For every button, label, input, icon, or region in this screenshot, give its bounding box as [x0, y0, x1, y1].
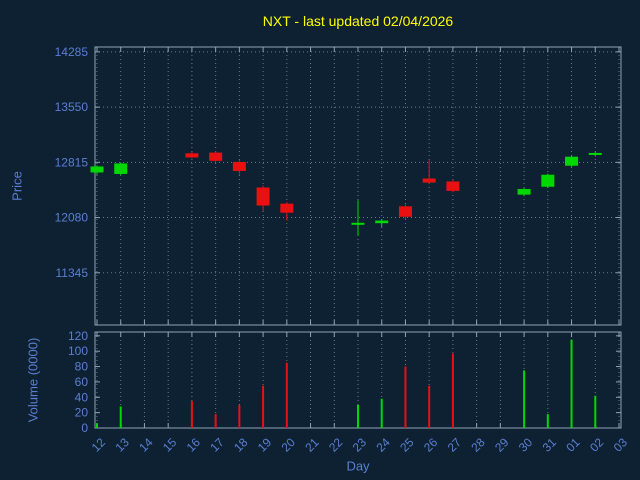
day-tick-label: 15: [160, 435, 180, 455]
day-tick-label: 01: [563, 435, 583, 455]
candle-body: [256, 187, 270, 206]
volume-tick-label: 100: [68, 344, 88, 358]
volume-tick-label: 0: [81, 421, 88, 435]
price-tick-label: 14285: [55, 45, 89, 59]
chart-title: NXT - last updated 02/04/2026: [262, 13, 454, 29]
day-tick-label: 02: [587, 435, 607, 455]
candle-body: [398, 206, 412, 217]
day-tick-label: 25: [397, 435, 417, 455]
day-axis-label: Day: [346, 458, 370, 474]
price-tick-label: 12080: [55, 211, 89, 225]
day-tick-label: 26: [421, 435, 441, 455]
candle-body: [209, 152, 223, 161]
day-tick-label: 28: [468, 435, 488, 455]
candle-body: [588, 152, 602, 155]
day-tick-label: 31: [540, 435, 560, 455]
candle-body: [446, 181, 460, 191]
price-tick-label: 11345: [56, 266, 89, 280]
candle-body: [232, 161, 246, 171]
candle-body: [375, 220, 389, 224]
day-tick-label: 19: [255, 435, 275, 455]
candle-body: [185, 153, 199, 158]
day-tick-label: 23: [350, 435, 370, 455]
day-tick-label: 22: [326, 435, 346, 455]
candle-body: [114, 163, 128, 174]
candle-body: [280, 203, 294, 213]
day-tick-label: 21: [302, 435, 322, 455]
day-tick-label: 14: [136, 435, 156, 455]
price-tick-label: 12815: [55, 155, 89, 169]
volume-tick-label: 20: [75, 406, 89, 420]
candle-body: [422, 178, 436, 183]
day-tick-label: 24: [374, 435, 394, 455]
volume-tick-label: 40: [75, 390, 89, 404]
day-tick-label: 16: [184, 435, 204, 455]
day-tick-label: 20: [279, 435, 299, 455]
day-tick-label: 12: [89, 435, 109, 455]
price-tick-label: 13550: [55, 100, 89, 114]
candle-body: [565, 156, 579, 166]
volume-tick-label: 120: [68, 329, 88, 343]
day-tick-label: 18: [231, 435, 251, 455]
candle-body: [90, 166, 104, 173]
candle-body: [517, 189, 531, 195]
candle-body: [351, 222, 365, 225]
day-tick-label: 27: [445, 435, 465, 455]
day-tick-label: 13: [113, 435, 133, 455]
volume-tick-label: 60: [75, 375, 89, 389]
volume-tick-label: 80: [75, 360, 89, 374]
day-tick-label: 30: [516, 435, 536, 455]
day-tick-label: 29: [492, 435, 512, 455]
day-tick-label: 17: [207, 435, 227, 455]
day-tick-label: 03: [611, 435, 631, 455]
candle-body: [541, 174, 555, 187]
